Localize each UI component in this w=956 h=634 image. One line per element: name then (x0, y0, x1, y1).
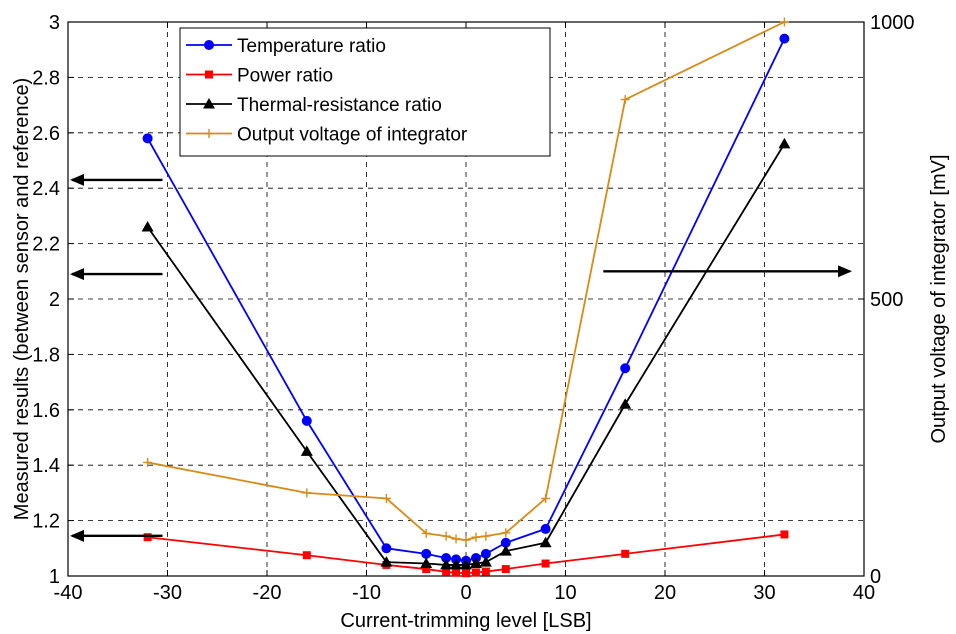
data-point (462, 535, 471, 544)
data-point (780, 34, 789, 43)
data-point (482, 568, 490, 576)
data-point (542, 560, 550, 568)
data-point (422, 549, 431, 558)
data-point (780, 18, 789, 27)
y-tick-label: 2.8 (32, 67, 60, 89)
y-tick-label: 1.2 (32, 511, 60, 533)
data-point (621, 95, 630, 104)
data-point (621, 364, 630, 373)
data-point (302, 488, 311, 497)
y-tick-label: 1 (49, 566, 60, 588)
data-point (480, 556, 492, 567)
legend-label: Temperature ratio (237, 36, 386, 57)
x-tick-label: 30 (753, 582, 775, 604)
data-point (540, 537, 552, 548)
legend: Temperature ratio Power ratio Thermal-resi… (180, 28, 550, 156)
data-point (778, 138, 790, 149)
x-tick-label: -20 (253, 582, 282, 604)
data-point (442, 532, 451, 541)
data-point (541, 524, 550, 533)
data-point (303, 551, 311, 559)
data-point (302, 416, 311, 425)
y-axis-title-left: Measured results (between sensor and ref… (11, 78, 33, 520)
x-axis-title: Current-trimming level [LSB] (340, 610, 591, 632)
data-point (780, 530, 788, 538)
y-right-tick-label: 0 (870, 566, 881, 588)
data-point (621, 550, 629, 558)
data-point (452, 534, 461, 543)
legend-swatch-marker (205, 41, 214, 50)
x-tick-label: -30 (153, 582, 182, 604)
y-tick-label: 1.6 (32, 400, 60, 422)
data-point (472, 568, 480, 576)
legend-swatch-marker (205, 71, 213, 79)
data-point (452, 569, 460, 577)
legend-label: Power ratio (237, 66, 333, 87)
annotation-arrows (72, 180, 850, 536)
y-tick-label: 2 (49, 289, 60, 311)
data-point (143, 134, 152, 143)
data-point (471, 533, 480, 542)
data-point (382, 544, 391, 553)
x-tick-label: 0 (460, 582, 471, 604)
y-tick-label: 3 (49, 12, 60, 34)
y-tick-label: 2.4 (32, 178, 60, 200)
y-axis-title-right: Output voltage of integrator [mV] (928, 154, 950, 443)
data-point (142, 221, 154, 232)
y-tick-label: 1.8 (32, 344, 60, 366)
y-right-tick-label: 500 (870, 289, 903, 311)
y-tick-label: 2.2 (32, 234, 60, 256)
data-point (462, 569, 470, 577)
y-tick-label: 1.4 (32, 455, 60, 477)
legend-label: Thermal-resistance ratio (237, 95, 442, 116)
x-tick-label: 20 (654, 582, 676, 604)
data-point (144, 533, 152, 541)
x-tick-label: -10 (352, 582, 381, 604)
data-point (619, 398, 631, 409)
legend-label: Output voltage of integrator (237, 125, 468, 146)
data-point (502, 565, 510, 573)
x-tick-label: 10 (554, 582, 576, 604)
y-right-tick-label: 1000 (870, 12, 915, 34)
data-point (481, 532, 490, 541)
y-tick-label: 2.6 (32, 123, 60, 145)
